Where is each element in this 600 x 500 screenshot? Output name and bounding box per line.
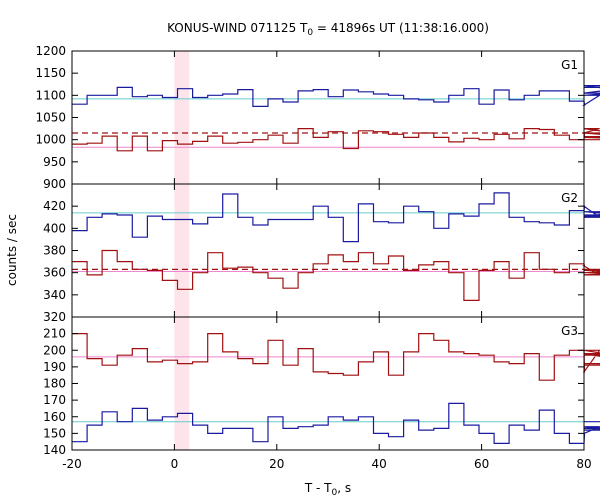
y-tick-label: 1000 bbox=[35, 133, 66, 147]
panel-frame bbox=[71, 50, 585, 185]
series-red-g3 bbox=[72, 333, 600, 381]
y-tick-label: 180 bbox=[43, 377, 66, 391]
y-tick-label: 190 bbox=[43, 360, 66, 374]
y-tick-label: 150 bbox=[43, 426, 66, 440]
y-tick-label: 1100 bbox=[35, 88, 66, 102]
y-axis-label: counts / sec bbox=[5, 214, 19, 286]
panel-label: G1 bbox=[561, 58, 578, 72]
y-tick-label: 360 bbox=[43, 266, 66, 280]
x-tick-label: 20 bbox=[269, 457, 284, 471]
y-tick-label: 950 bbox=[43, 155, 66, 169]
y-tick-label: 900 bbox=[43, 177, 66, 191]
y-tick-label: 380 bbox=[43, 244, 66, 258]
chart-title: KONUS-WIND 071125 T0 = 41896s UT (11:38:… bbox=[167, 21, 489, 38]
y-tick-label: 140 bbox=[43, 443, 66, 457]
y-tick-label: 160 bbox=[43, 410, 66, 424]
panel-frame bbox=[71, 316, 585, 451]
x-tick-label: 60 bbox=[474, 457, 489, 471]
y-tick-label: 200 bbox=[43, 343, 66, 357]
panel-frame bbox=[71, 183, 585, 318]
plot-area: 12001150110010501000950900G1420400380360… bbox=[35, 44, 600, 471]
x-axis-label-sub: 0 bbox=[332, 488, 338, 498]
panel-g3: 210 200 190 180 170 160 150 140 G3 bbox=[43, 316, 600, 457]
x-axis-label-main: T - T bbox=[304, 481, 332, 495]
y-tick-label: 1200 bbox=[35, 44, 66, 58]
y-tick-label: 320 bbox=[43, 310, 66, 324]
panel-g2: 420 400 380 360 340 320 G2 bbox=[43, 183, 600, 324]
series-blue-g3 bbox=[72, 402, 600, 444]
x-tick-label: 80 bbox=[576, 457, 591, 471]
y-tick-label: 1150 bbox=[35, 66, 66, 80]
x-axis-label: T - T0, s bbox=[304, 481, 351, 498]
panel-label: G3 bbox=[561, 324, 578, 338]
series-blue-g1 bbox=[72, 85, 600, 107]
panel-label: G2 bbox=[561, 191, 578, 205]
y-tick-label: 170 bbox=[43, 393, 66, 407]
x-axis-label-rest: , s bbox=[337, 481, 351, 495]
x-tick-label: -20 bbox=[62, 457, 82, 471]
y-tick-label: 1050 bbox=[35, 111, 66, 125]
y-tick-label: 210 bbox=[43, 327, 66, 341]
series-blue-g2 bbox=[72, 192, 600, 243]
chart-title-rest: = 41896s UT (11:38:16.000) bbox=[313, 21, 489, 35]
panel-g1: 1200 1150 1100 1050 1000 950 900 G1 bbox=[35, 44, 600, 191]
y-tick-label: 340 bbox=[43, 288, 66, 302]
x-tick-label: 0 bbox=[171, 457, 179, 471]
chart-title-main: KONUS-WIND 071125 T bbox=[167, 21, 308, 35]
x-tick-label: 40 bbox=[372, 457, 387, 471]
y-tick-label: 400 bbox=[43, 221, 66, 235]
y-tick-label: 420 bbox=[43, 199, 66, 213]
series-red-g2 bbox=[72, 249, 600, 301]
highlight-band bbox=[174, 51, 190, 450]
series-red-g1 bbox=[72, 128, 600, 152]
chart-title-sub: 0 bbox=[307, 28, 313, 38]
